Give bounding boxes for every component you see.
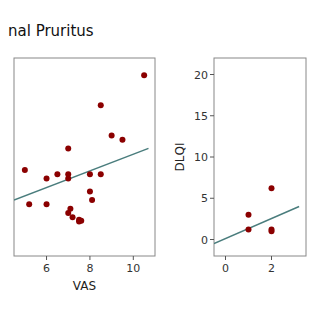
x-tick [225,256,226,260]
x-tick-label: 6 [43,262,50,275]
scatter-point [70,214,76,220]
y-tick-label: 15 [194,110,208,123]
plot-frame [14,58,155,256]
y-axis-label: DLQI [173,143,187,172]
y-tick [210,198,214,199]
scatter-point [119,137,125,143]
y-tick-label: 10 [194,151,208,164]
scatter-point [269,228,275,234]
scatter-point [44,201,50,207]
chart-root: 6810VASnal Pruritus0205101520DLQI [0,0,320,320]
scatter-point [89,197,95,203]
y-tick [210,157,214,158]
y-tick [210,239,214,240]
fit-line [214,207,299,244]
scatter-point [67,206,73,212]
scatter-point [269,185,275,191]
scatter-point [26,201,32,207]
x-tick [46,256,47,260]
x-tick [89,256,90,260]
x-tick [271,256,272,260]
scatter-point [87,188,93,194]
y-tick-label: 0 [201,234,208,247]
scatter-point [78,218,84,224]
scatter-point [141,72,147,78]
y-tick [210,115,214,116]
scatter-point [54,171,60,177]
y-tick-label: 5 [201,192,208,205]
scatter-point [246,212,252,218]
plot-data [14,72,148,224]
scatter-point [98,171,104,177]
plot-frame [214,58,306,256]
y-tick [210,74,214,75]
scatter-point [22,167,28,173]
scatter-point [65,176,71,182]
scatter-point [65,145,71,151]
panel: 0205101520DLQI [173,58,306,275]
y-tick-label: 20 [194,69,208,82]
x-tick-label: 8 [86,262,93,275]
x-axis-label: VAS [73,279,96,293]
x-tick-label: 0 [222,262,229,275]
plot-data [214,185,299,243]
x-tick [133,256,134,260]
title: nal Pruritus [8,22,94,40]
scatter-point [98,102,104,108]
panel: 6 8 10 VAS [14,58,155,293]
scatter-point [109,132,115,138]
x-tick-label: 2 [268,262,275,275]
scatter-point [87,171,93,177]
scatter-point [44,176,50,182]
fit-line [14,148,148,200]
x-tick-label: 10 [126,262,140,275]
scatter-point [246,227,252,233]
